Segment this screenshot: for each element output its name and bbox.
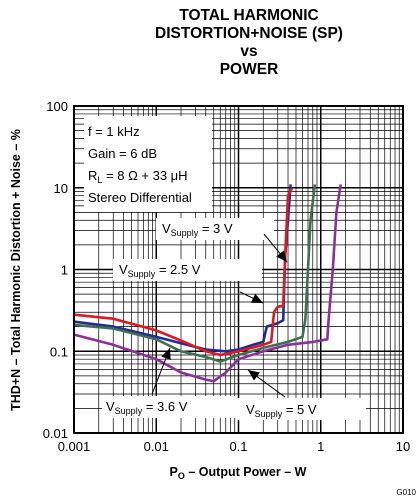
y-tick-label: 100 — [46, 99, 68, 114]
series-label: VSupply = 5 V — [246, 402, 317, 419]
series-lines — [73, 184, 342, 398]
y-tick-labels: 0.01 0.1 1 10 100 — [43, 99, 68, 441]
conditions-box — [84, 116, 212, 212]
x-tick-label: 0.001 — [58, 439, 91, 454]
plot-frame — [73, 105, 404, 434]
series-line — [73, 184, 317, 363]
series-label-box — [236, 398, 366, 420]
x-tick-label: 0.01 — [144, 439, 169, 454]
series-label-box — [156, 218, 274, 240]
x-tick-label: 0.1 — [229, 439, 247, 454]
title-line: vs — [240, 43, 257, 60]
y-tick-label: 0.01 — [43, 426, 68, 441]
figure-id: G010 — [396, 488, 416, 497]
series-label: VSupply = 3.6 V — [106, 399, 188, 416]
callout-labels: f = 1 kHz Gain = 6 dB RL = 8 Ω + 33 μH Ster… — [84, 116, 366, 420]
y-axis-label: THD+N – Total Harmonic Distortion + Nois… — [9, 129, 23, 411]
series-label: VSupply = 2.5 V — [119, 262, 201, 279]
title-line: TOTAL HARMONIC — [179, 7, 319, 24]
condition-text: Stereo Differential — [88, 190, 192, 205]
x-tick-labels: 0.001 0.01 0.1 1 10 — [58, 439, 411, 454]
y-tick-label: 10 — [54, 181, 68, 196]
title-line: POWER — [220, 61, 279, 78]
leader-arrowhead — [250, 293, 263, 303]
series-label-box — [102, 396, 237, 418]
y-tick-label: 1 — [61, 263, 68, 278]
leader-arrowhead — [276, 250, 287, 262]
leader-arrowhead — [248, 370, 260, 381]
condition-text: RL = 8 Ω + 33 μH — [88, 168, 188, 185]
series-line — [73, 184, 342, 383]
x-tick-label: 10 — [396, 439, 410, 454]
x-axis-label: PO – Output Power – W — [170, 465, 307, 481]
series-label-box — [113, 259, 262, 281]
series-line — [73, 187, 294, 357]
condition-text: Gain = 6 dB — [88, 146, 157, 161]
leader-arrowhead — [161, 348, 171, 361]
title-line: DISTORTION+NOISE (SP) — [155, 25, 343, 42]
x-tick-label: 1 — [317, 439, 324, 454]
series-label: VSupply = 3 V — [162, 221, 233, 238]
condition-text: f = 1 kHz — [88, 124, 140, 139]
y-tick-label: 0.1 — [50, 344, 68, 359]
